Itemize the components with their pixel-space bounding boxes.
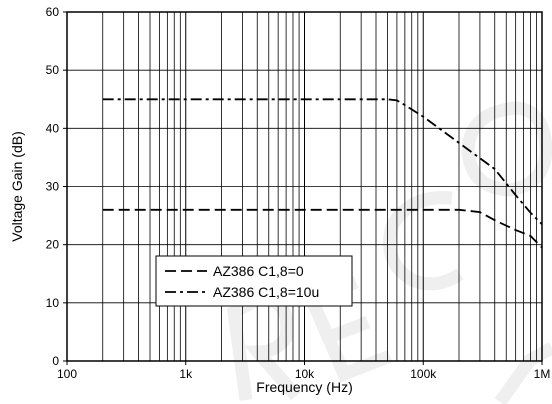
y-axis-title: Voltage Gain (dB) — [9, 131, 25, 242]
y-tick-label: 10 — [46, 296, 60, 310]
legend: AZ386 C1,8=0 AZ386 C1,8=10u — [155, 255, 353, 307]
x-tick-label: 1M — [534, 367, 551, 381]
series-layer — [102, 98, 543, 249]
y-tick-label: 50 — [46, 63, 60, 77]
legend-label-1: AZ386 C1,8=0 — [213, 263, 304, 279]
series-line-2 — [102, 98, 543, 225]
legend-box — [155, 255, 353, 307]
y-tick-label: 20 — [46, 238, 60, 252]
x-tick-label: 100k — [410, 367, 437, 381]
y-tick-label: 0 — [52, 354, 59, 368]
x-tick-label: 10k — [295, 367, 315, 381]
watermark — [226, 101, 552, 404]
x-tick-label: 100 — [57, 367, 77, 381]
series-line-1 — [102, 208, 543, 249]
ticks-layer: 100 1k 10k 100k 1M 0 10 20 30 40 50 60 — [46, 5, 551, 381]
x-axis-title: Frequency (Hz) — [256, 379, 352, 395]
grid — [66, 11, 543, 362]
x-tick-label: 1k — [179, 367, 193, 381]
y-tick-label: 30 — [46, 180, 60, 194]
legend-label-2: AZ386 C1,8=10u — [213, 284, 319, 300]
watermark-letter-c — [383, 191, 464, 291]
y-tick-label: 60 — [46, 5, 60, 19]
watermark-letter-l — [494, 342, 552, 404]
y-tick-label: 40 — [46, 121, 60, 135]
watermark-letter-o — [461, 101, 552, 197]
legend-items: AZ386 C1,8=0 AZ386 C1,8=10u — [165, 263, 319, 300]
